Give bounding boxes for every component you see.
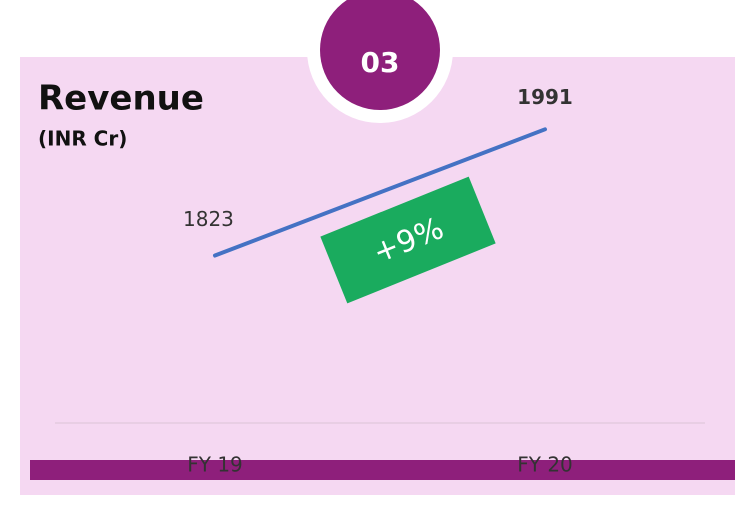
x-tick-label: FY 20	[517, 453, 573, 477]
data-label: 1991	[517, 85, 573, 109]
chart-subtitle: (INR Cr)	[38, 127, 127, 151]
chart-title: Revenue	[38, 79, 204, 119]
badge	[320, 0, 440, 110]
footer-bar	[30, 460, 735, 480]
badge-label: 03	[361, 46, 400, 79]
annotation-box: +9%	[320, 176, 496, 304]
x-tick-label: FY 19	[187, 453, 243, 477]
annotation-bg	[320, 176, 496, 304]
line	[213, 127, 547, 258]
data-label: 1823	[183, 207, 234, 231]
